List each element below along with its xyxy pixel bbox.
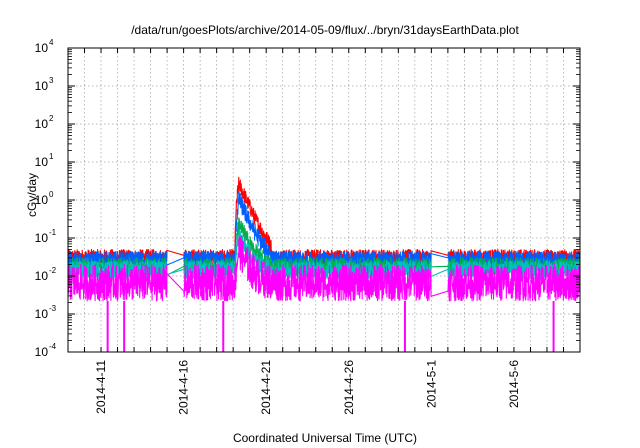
plot-axes	[67, 47, 581, 353]
y-tick-label: 10	[35, 155, 49, 169]
y-tick-exponent: -3	[49, 304, 57, 313]
x-tick-label: 2014-4-26	[342, 360, 356, 415]
chart-title: /data/run/goesPlots/archive/2014-05-09/f…	[131, 23, 519, 37]
y-tick-exponent: 4	[49, 38, 54, 47]
y-tick-exponent: 3	[49, 76, 54, 85]
x-tick-label: 2014-4-11	[94, 360, 108, 414]
x-tick-label: 2014-5-1	[424, 360, 438, 408]
data-series	[67, 176, 581, 352]
y-tick-label: 10	[35, 79, 49, 93]
series-line	[67, 235, 581, 302]
x-tick-label: 2014-4-16	[177, 360, 191, 415]
y-tick-label: 10	[35, 269, 49, 283]
y-axis-label: cGy/day	[25, 173, 39, 217]
y-tick-label: 10	[35, 231, 49, 245]
y-tick-label: 10	[35, 307, 49, 321]
y-tick-exponent: 1	[49, 152, 54, 161]
x-axis-label: Coordinated Universal Time (UTC)	[233, 431, 417, 445]
y-tick-exponent: -2	[49, 266, 57, 275]
y-tick-label: 10	[35, 41, 49, 55]
y-tick-label: 10	[35, 117, 49, 131]
y-tick-label: 10	[35, 345, 49, 359]
x-tick-label: 2014-4-21	[259, 360, 273, 415]
y-tick-exponent: -1	[49, 228, 57, 237]
y-tick-exponent: -4	[49, 342, 57, 351]
x-tick-labels: 2014-4-11 2014-4-16 2014-4-21 2014-4-26 2014…	[94, 360, 521, 415]
grid-lines	[68, 47, 580, 353]
x-tick-label: 2014-5-6	[507, 360, 521, 408]
y-tick-label: 10	[35, 193, 49, 207]
y-tick-exponent: 2	[49, 114, 54, 123]
y-tick-exponent: 0	[49, 190, 54, 199]
